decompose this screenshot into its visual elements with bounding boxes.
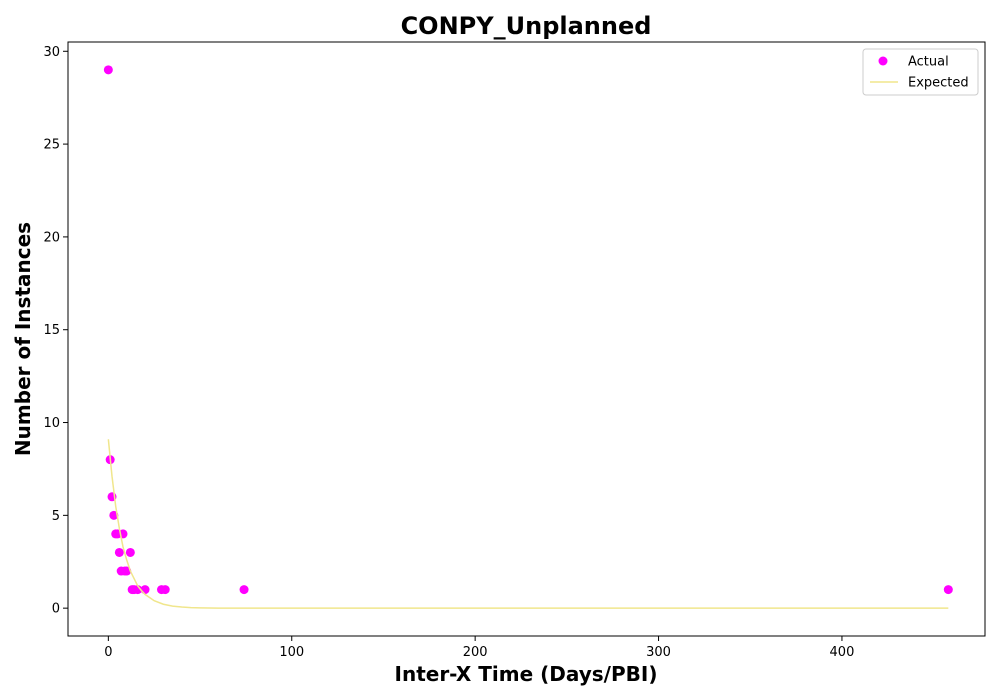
y-axis-ticks: 0 5 10 15 20 25 30 [43,45,68,617]
legend: Actual Expected [862,48,979,96]
actual-point [140,585,150,595]
actual-point [943,585,953,595]
y-tick-label: 5 [52,509,60,524]
axes-frame [67,41,986,637]
x-tick-label: 400 [830,645,855,660]
legend-label-actual: Actual [908,55,949,70]
y-tick-label: 15 [43,323,60,338]
y-tick-label: 20 [43,230,60,245]
actual-point [103,65,113,75]
x-tick-label: 300 [646,645,671,660]
actual-point [125,547,135,557]
actual-point [239,585,249,595]
legend-label-expected: Expected [908,76,969,91]
chart-title: CONPY_Unplanned [401,12,652,40]
x-axis-ticks: 0 100 200 300 400 [104,636,854,660]
actual-point [133,585,143,595]
x-tick-label: 200 [463,645,488,660]
legend-box [862,48,979,96]
y-tick-label: 25 [43,138,60,153]
series-expected [107,439,949,609]
plot-area [67,41,986,637]
y-axis-label: Number of Instances [11,222,35,456]
y-tick-label: 30 [43,45,60,60]
y-tick-label: 0 [52,602,60,617]
x-axis-label: Inter-X Time (Days/PBI) [395,662,658,686]
legend-actual-swatch [878,56,888,66]
x-tick-label: 100 [279,645,304,660]
actual-point [160,585,170,595]
expected-line [107,439,949,609]
actual-point [114,547,124,557]
y-tick-label: 10 [43,416,60,431]
x-tick-label: 0 [104,645,112,660]
